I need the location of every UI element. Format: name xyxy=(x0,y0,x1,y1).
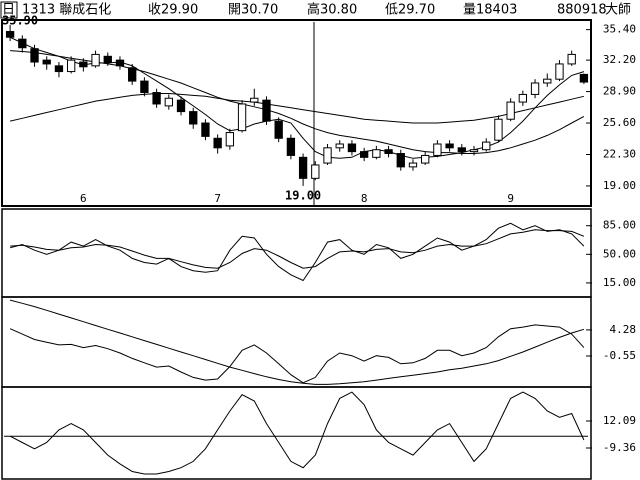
panel-frame xyxy=(1,19,592,207)
candle-body xyxy=(201,122,210,137)
candle-body xyxy=(298,156,308,179)
candle-body xyxy=(262,99,271,122)
period-box xyxy=(0,1,18,19)
y-tick-label: 35.40 xyxy=(603,23,636,36)
candle-body xyxy=(555,63,564,80)
line xyxy=(9,391,585,475)
candle-body xyxy=(384,149,393,155)
candle-body xyxy=(250,97,259,103)
line xyxy=(9,324,585,384)
candle-body xyxy=(237,103,247,132)
candle-body xyxy=(457,147,466,153)
x-tick-label: 9 xyxy=(507,192,514,205)
line xyxy=(10,229,585,269)
candle-body xyxy=(164,97,173,107)
candle-body xyxy=(152,92,161,105)
candle-body xyxy=(176,99,186,113)
open-price: 開30.70 xyxy=(228,3,278,18)
y-tick-label: 4.28 xyxy=(610,323,637,336)
y-tick-label: 12.09 xyxy=(603,414,636,427)
candle-body xyxy=(518,93,528,103)
period: 日 xyxy=(2,3,15,18)
y-tick-label: 22.30 xyxy=(603,147,636,160)
candle-body xyxy=(66,59,76,73)
x-tick-label: 8 xyxy=(361,192,368,205)
candle-body xyxy=(323,147,332,164)
candle-body xyxy=(408,162,418,168)
low-price: 低29.70 xyxy=(385,3,435,18)
source: 大師 xyxy=(605,3,631,18)
candle-body xyxy=(335,143,344,149)
candle-body xyxy=(543,78,552,84)
candle-body xyxy=(445,143,454,149)
candle-body xyxy=(359,151,369,158)
candle-body xyxy=(189,111,198,125)
candle-body xyxy=(54,65,64,73)
candle-body xyxy=(128,67,137,82)
y-tick-label: 32.20 xyxy=(603,53,636,66)
x-tick-label: 6 xyxy=(80,192,87,205)
candle-body xyxy=(347,143,357,153)
candle-body xyxy=(469,149,479,153)
volume: 量18403 xyxy=(463,3,517,18)
candle-body xyxy=(372,149,381,158)
line xyxy=(10,50,585,154)
y-tick-label: 25.60 xyxy=(603,116,636,129)
price-annotation: 35.90 xyxy=(2,13,38,27)
high-price: 高30.80 xyxy=(307,2,357,18)
y-tick-label: 28.90 xyxy=(603,85,636,98)
y-tick-label: 85.00 xyxy=(603,219,636,232)
candle-body xyxy=(579,73,589,83)
candle-body xyxy=(5,31,15,38)
date: 880918 xyxy=(557,3,607,18)
candle-body xyxy=(396,153,405,168)
line xyxy=(9,93,585,124)
y-tick-label: 50.00 xyxy=(603,247,636,260)
candle-body xyxy=(274,120,283,139)
panel-frame xyxy=(1,386,592,480)
candle-body xyxy=(311,164,320,179)
candle-body xyxy=(103,55,112,63)
candle-body xyxy=(140,80,149,94)
candle-body xyxy=(79,61,88,68)
line xyxy=(9,299,585,385)
candle-body xyxy=(494,118,503,141)
candle-body xyxy=(225,132,235,147)
candle-body xyxy=(91,53,100,67)
y-tick-label: -0.55 xyxy=(603,349,636,362)
price-annotation: 19.00 xyxy=(285,188,321,202)
y-tick-label: 15.00 xyxy=(603,276,636,289)
candle-body xyxy=(42,59,51,65)
x-tick-label: 7 xyxy=(214,192,221,205)
candle-body xyxy=(506,101,515,120)
candle-body xyxy=(530,82,540,95)
candle-body xyxy=(213,137,222,149)
candle-body xyxy=(18,38,27,49)
y-tick-label: -9.36 xyxy=(603,441,636,454)
stock-name: 1313 聯成石化 xyxy=(22,3,111,18)
candle-body xyxy=(30,48,39,63)
y-tick-label: 19.00 xyxy=(603,179,636,192)
candle-body xyxy=(482,141,491,151)
close-price: 收29.90 xyxy=(148,3,198,18)
candle-body xyxy=(433,143,442,156)
candle-body xyxy=(286,137,296,156)
candle-body xyxy=(567,53,576,65)
candle-body xyxy=(421,154,430,164)
candle-body xyxy=(115,59,125,67)
